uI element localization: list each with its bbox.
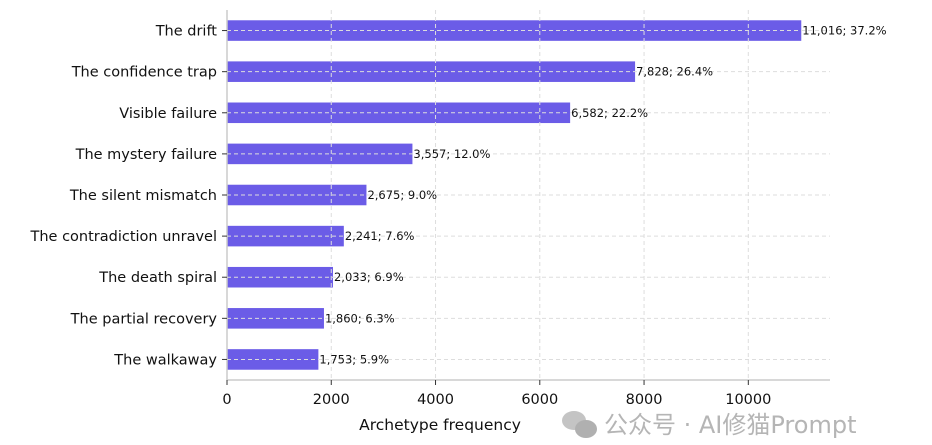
data-label: 2,675; 9.0% <box>367 188 437 202</box>
data-label: 2,241; 7.6% <box>345 229 415 243</box>
x-tick-label: 0 <box>222 392 231 408</box>
y-tick-label: The confidence trap <box>71 65 217 81</box>
data-label: 11,016; 37.2% <box>802 24 886 38</box>
y-tick-label: The silent mismatch <box>69 188 217 204</box>
bar <box>227 184 367 206</box>
data-label: 3,557; 12.0% <box>413 147 490 161</box>
data-label: 7,828; 26.4% <box>636 65 713 79</box>
y-tick-label: The drift <box>155 24 218 40</box>
x-tick-label: 4000 <box>417 392 454 408</box>
watermark-text: 公众号 · AI修猫Prompt <box>604 411 857 439</box>
y-tick-label: The mystery failure <box>75 147 217 163</box>
y-tick-label: The walkaway <box>113 352 217 368</box>
wechat-icon <box>562 411 598 439</box>
x-axis-label: Archetype frequency <box>359 416 521 434</box>
bar <box>227 308 324 329</box>
x-tick-label: 10000 <box>725 392 771 408</box>
x-tick-label: 6000 <box>521 392 558 408</box>
data-label: 6,582; 22.2% <box>571 106 648 120</box>
x-tick-label: 8000 <box>626 392 663 408</box>
data-label: 2,033; 6.9% <box>334 270 404 284</box>
y-tick-label: The death spiral <box>98 270 217 286</box>
watermark: 公众号 · AI修猫Prompt <box>562 411 856 439</box>
x-tick-label: 2000 <box>313 392 350 408</box>
y-tick-label: The partial recovery <box>70 311 218 327</box>
y-tick-label: The contradiction unravel <box>30 229 218 245</box>
y-tick-label: Visible failure <box>119 106 217 122</box>
data-label: 1,860; 6.3% <box>325 311 395 325</box>
data-label: 1,753; 5.9% <box>319 352 389 366</box>
